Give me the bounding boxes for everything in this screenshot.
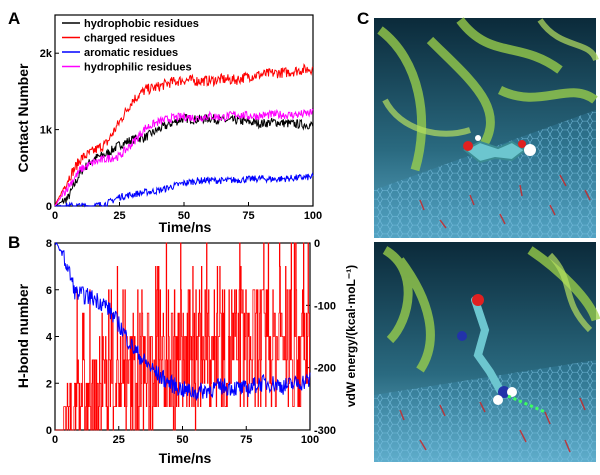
series-line-vdw-energy: [54, 242, 311, 402]
series-line-aromatic-residues: [54, 172, 314, 208]
panel-letter-b: B: [8, 233, 20, 252]
y-tick-label: 4: [46, 332, 53, 344]
legend-label: aromatic residues: [84, 47, 178, 59]
y2-axis-title-b: vdW energy/(kcal·moL⁻¹): [344, 265, 358, 407]
series-line-hbond: [55, 242, 310, 431]
x-tick-label: 100: [301, 434, 319, 446]
x-tick-label: 75: [242, 210, 254, 222]
ligand-bottom: [457, 294, 517, 405]
y-tick-label: 6: [46, 285, 52, 297]
panel-a: A 0 25 50 75 100 0 1k 2k hydrophobic residues cha…: [8, 9, 322, 235]
y-axis-title-a: Contact Number: [15, 63, 31, 172]
md-snapshot-top: [374, 17, 599, 238]
y-tick-label: 2: [46, 378, 52, 390]
x-tick-label: 75: [240, 434, 252, 446]
x-tick-label: 25: [113, 434, 125, 446]
x-tick-label: 50: [176, 434, 188, 446]
y-tick-label: 8: [46, 238, 52, 250]
ligand-top: [463, 135, 536, 164]
y2-tick-label: 0: [314, 238, 320, 250]
x-tick-label: 0: [52, 434, 58, 446]
y2-tick-label: -100: [314, 300, 336, 312]
plot-area-a: 0 25 50 75 100 0 1k 2k hydrophobic residues charg…: [40, 14, 322, 222]
y-tick-label: 1k: [40, 125, 53, 137]
hbond-line: [507, 394, 546, 414]
x-tick-label: 25: [113, 210, 125, 222]
x-tick-label: 0: [52, 210, 58, 222]
y2-tick-label: -200: [314, 363, 336, 375]
y-tick-label: 0: [46, 425, 52, 437]
panel-letter-c: C: [357, 9, 369, 28]
y-tick-label: 2k: [40, 48, 53, 60]
plot-area-b: 0 25 50 75 100 0 2 4 6 8 -300 -200 -100 0: [46, 238, 336, 446]
panel-b: B 0 25 50 75 100 0 2 4 6 8 -300 -200 -100 0 H-bond nu…: [8, 233, 358, 466]
y-axis-title-b: H-bond number: [15, 283, 31, 388]
panel-c: C: [357, 9, 600, 462]
x-tick-label: 100: [304, 210, 322, 222]
x-axis-title-b: Time/ns: [159, 450, 212, 466]
legend-label: hydrophobic residues: [84, 18, 199, 30]
y2-tick-label: -300: [314, 425, 336, 437]
x-axis-title-a: Time/ns: [159, 219, 212, 235]
series-line-hydrophilic-residues: [54, 107, 314, 207]
legend-label: charged residues: [84, 33, 175, 45]
panel-letter-a: A: [8, 9, 20, 28]
series-line-charged-residues: [54, 63, 314, 207]
x-tick-label: 50: [178, 210, 190, 222]
legend-label: hydrophilic residues: [84, 62, 192, 74]
md-snapshot-bottom: [374, 242, 600, 462]
y-tick-label: 0: [46, 201, 52, 213]
